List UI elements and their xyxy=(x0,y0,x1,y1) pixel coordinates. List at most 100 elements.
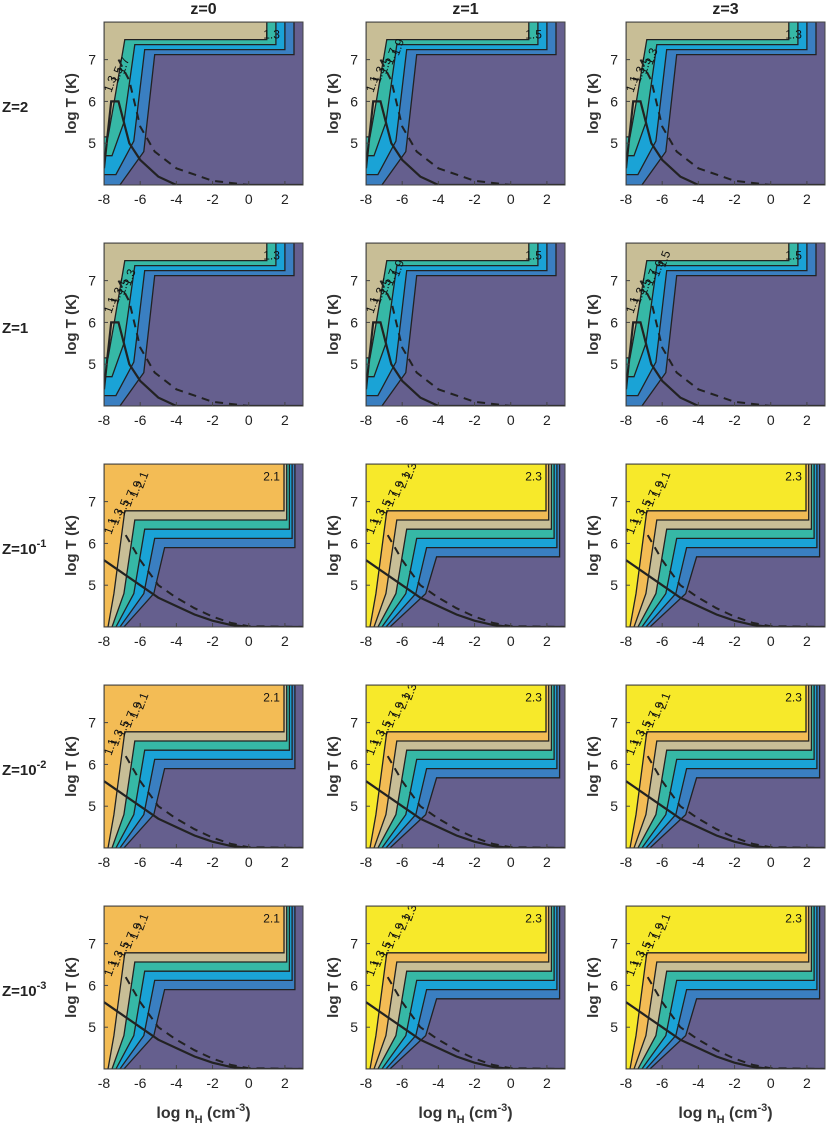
dashed-curve xyxy=(124,755,303,848)
dashed-curve xyxy=(646,755,825,848)
contour-label: 1.7 xyxy=(382,46,401,67)
y-tick-label: 7 xyxy=(88,273,96,289)
contour-label: 1.5 xyxy=(525,249,542,263)
x-tick-label: 0 xyxy=(767,1075,775,1091)
x-tick-label: -4 xyxy=(692,854,705,870)
contour-band xyxy=(626,464,807,627)
contour-label: 2.3 xyxy=(785,470,802,484)
x-tick-label: -2 xyxy=(728,191,741,207)
x-tick-label: 0 xyxy=(245,1075,253,1091)
x-tick-label: -2 xyxy=(728,1075,741,1091)
contour-band xyxy=(366,22,530,138)
contour-band xyxy=(104,22,295,185)
contour-panel: 1.11.31.51.71.92.1 2.3 -8 -6 -4 -2 0 2 5 6 7 log T … xyxy=(585,905,826,1091)
y-tick-label: 6 xyxy=(88,93,96,109)
y-axis-label: log T (K) xyxy=(63,73,80,134)
x-axis-label: log nH (cm-3) xyxy=(678,1102,772,1126)
y-axis-label: log T (K) xyxy=(585,957,602,1018)
contour-label: 1.7 xyxy=(642,488,661,509)
contour-label: 1.9 xyxy=(388,921,407,942)
panel-frame xyxy=(103,463,304,628)
dashed-curve xyxy=(639,59,825,185)
contour-label: 1.5 xyxy=(636,55,655,76)
x-tick-label: 2 xyxy=(281,1075,289,1091)
contour-label: 1.5 xyxy=(655,248,674,269)
y-tick-label: 6 xyxy=(610,314,618,330)
x-tick-label: -2 xyxy=(206,1075,219,1091)
contour-label: 1.5 xyxy=(376,276,395,297)
contour-label: 1.3 xyxy=(107,506,126,527)
y-tick-label: 5 xyxy=(610,1019,618,1035)
x-tick-label: -6 xyxy=(134,191,147,207)
contour-band xyxy=(366,243,530,359)
y-tick-label: 7 xyxy=(350,52,358,68)
y-tick-label: 7 xyxy=(350,715,358,731)
column-title: z=1 xyxy=(452,1,478,18)
x-tick-label: -6 xyxy=(656,633,669,649)
x-tick-label: -8 xyxy=(360,1075,373,1091)
x-tick-label: 2 xyxy=(281,633,289,649)
y-tick-label: 5 xyxy=(350,1019,358,1035)
x-tick-label: 2 xyxy=(281,854,289,870)
panel-frame xyxy=(625,242,826,407)
contour-label: 1.3 xyxy=(369,285,388,306)
y-tick-label: 7 xyxy=(610,494,618,510)
contour-band xyxy=(104,243,295,406)
dashed-curve xyxy=(124,976,303,1069)
contour-label: 1.3 xyxy=(263,249,280,263)
y-tick-label: 5 xyxy=(350,135,358,151)
x-tick-label: 0 xyxy=(767,633,775,649)
x-tick-label: -8 xyxy=(98,854,111,870)
y-tick-label: 7 xyxy=(610,936,618,952)
solid-curve xyxy=(366,100,565,185)
contour-label: 1.3 xyxy=(263,28,280,42)
contour-band xyxy=(626,685,807,848)
panel-frame xyxy=(625,684,826,849)
x-tick-label: -8 xyxy=(620,412,633,428)
x-tick-label: -6 xyxy=(396,854,409,870)
y-tick-label: 6 xyxy=(610,756,618,772)
panel-frame xyxy=(625,463,826,628)
x-tick-label: -6 xyxy=(134,854,147,870)
contour-label: 1.7 xyxy=(382,930,401,951)
contour-label: 2.1 xyxy=(133,469,152,490)
x-tick-label: -4 xyxy=(692,412,705,428)
y-tick-label: 7 xyxy=(88,715,96,731)
contour-label: 1.7 xyxy=(120,709,139,730)
contour-label: 1.1 xyxy=(623,957,642,978)
panel-frame xyxy=(103,684,304,849)
contour-label: 1.1 xyxy=(363,515,382,536)
y-tick-label: 5 xyxy=(610,356,618,372)
x-axis-labels: log nH (cm-3) log nH (cm-3) log nH (cm-3) xyxy=(156,1102,772,1126)
contour-label: 1.9 xyxy=(388,479,407,500)
contour-panel: 1.11.31.51.71.92.12.3 2.3-8 -6 -4 -2 0 2567log… xyxy=(325,463,566,649)
contour-band xyxy=(626,243,817,406)
row-label: Z=10-2 xyxy=(2,759,46,779)
row-label: Z=10-1 xyxy=(2,538,46,558)
dashed-curve xyxy=(646,534,825,627)
y-axis-label: log T (K) xyxy=(325,957,342,1018)
x-tick-label: 2 xyxy=(803,854,811,870)
x-tick-label: -4 xyxy=(692,633,705,649)
solid-curve xyxy=(104,100,303,185)
x-tick-label: -8 xyxy=(620,854,633,870)
x-tick-label: -4 xyxy=(170,191,183,207)
contour-panel: 1.11.31.51.71.92.1 2.3 -8 -6 -4 -2 0 2 5 6 7 log T … xyxy=(585,463,826,649)
x-tick-label: 2 xyxy=(543,412,551,428)
x-tick-label: -2 xyxy=(728,854,741,870)
y-tick-label: 5 xyxy=(350,798,358,814)
y-tick-label: 7 xyxy=(610,52,618,68)
x-axis-label: log nH (cm-3) xyxy=(156,1102,250,1126)
contour-panel: 1.11.31.51.71.92.12.3 2.3-8 -6 -4 -2 0 2567log… xyxy=(325,684,566,870)
contour-label: 2.1 xyxy=(263,912,280,926)
contour-band xyxy=(366,685,547,848)
x-tick-label: -2 xyxy=(468,412,481,428)
contour-band xyxy=(104,685,285,848)
x-tick-label: 2 xyxy=(803,1075,811,1091)
y-tick-label: 5 xyxy=(88,356,96,372)
contour-label: 1.7 xyxy=(642,709,661,730)
x-tick-label: -8 xyxy=(98,1075,111,1091)
contour-label: 1.3 xyxy=(642,46,661,67)
x-tick-label: -8 xyxy=(360,191,373,207)
